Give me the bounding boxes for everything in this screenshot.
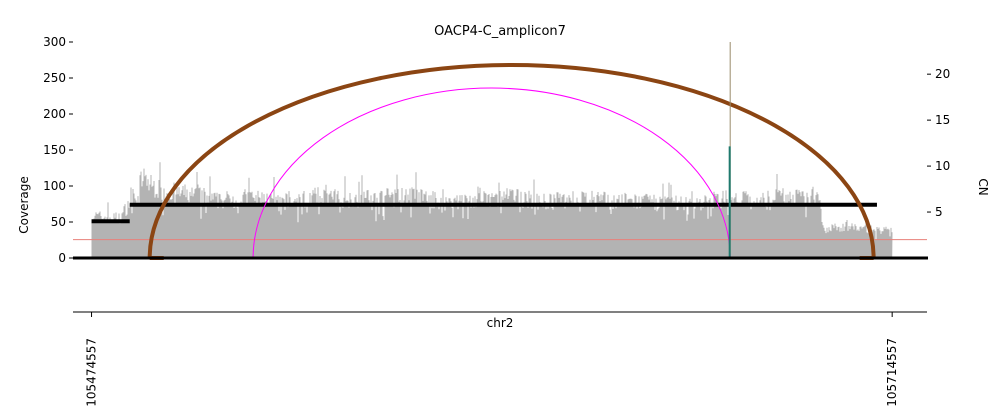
y-tick-label: 200 [43,107,66,121]
y-tick-label: 50 [51,215,66,229]
axes: 0 50 100 150 200 250 300 5 10 15 20 105474557 105714… [43,35,950,407]
y-right-tick-label: 10 [935,159,950,173]
y-tick-label: 300 [43,35,66,49]
y-right-tick-label: 20 [935,67,950,81]
coverage-area [91,162,893,258]
y-tick-label: 100 [43,179,66,193]
y-axis-right-label: CN [976,178,990,195]
y-tick-label: 150 [43,143,66,157]
x-tick-label: 105474557 [85,338,99,407]
x-axis-label: chr2 [487,316,514,330]
y-tick-label: 250 [43,71,66,85]
breakpoint-arc [147,62,876,259]
y-right-tick-label: 5 [935,205,943,219]
y-axis-label: Coverage [17,176,31,234]
chart-title: OACP4-C_amplicon7 [434,24,566,39]
x-tick-label: 105714557 [885,338,899,407]
y-tick-label: 0 [58,251,66,265]
breakpoint-arc [252,87,731,259]
y-right-tick-label: 15 [935,113,950,127]
coverage-layer [91,162,893,258]
